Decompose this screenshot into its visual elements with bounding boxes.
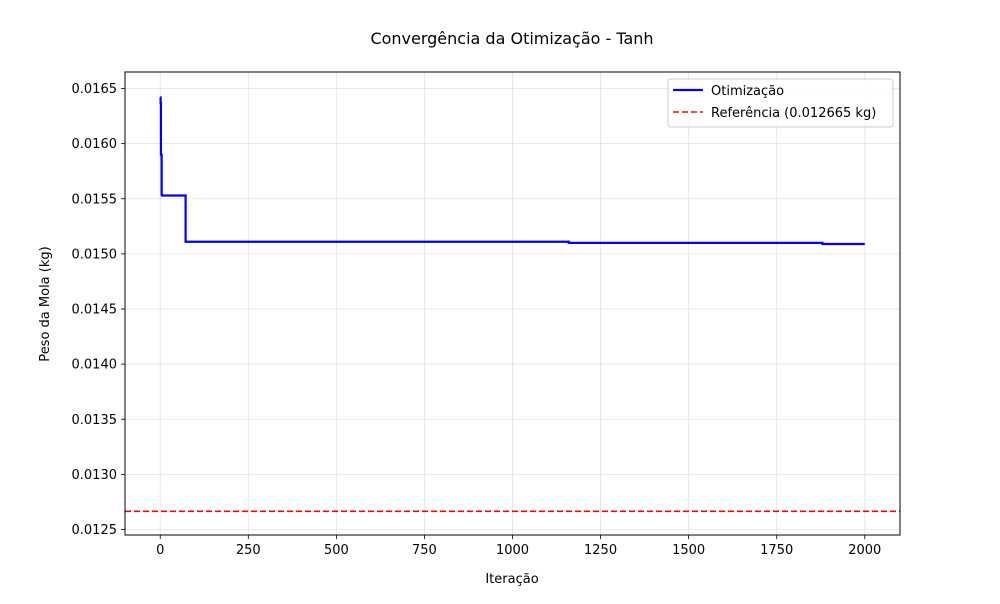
x-tick-label: 1750: [760, 543, 793, 558]
grid: [125, 72, 900, 535]
x-axis-label: Iteração: [485, 572, 538, 587]
x-tick-label: 1500: [672, 543, 705, 558]
x-tick-label: 500: [324, 543, 349, 558]
y-tick-label: 0.0135: [72, 413, 118, 428]
x-tick-label: 2000: [848, 543, 881, 558]
chart-title: Convergência da Otimização - Tanh: [370, 29, 653, 48]
y-tick-label: 0.0160: [72, 137, 118, 152]
y-tick-label: 0.0130: [72, 468, 118, 483]
legend: Otimização Referência (0.012665 kg): [667, 78, 894, 128]
x-tick-label: 0: [156, 543, 164, 558]
x-tick-label: 750: [412, 543, 437, 558]
y-tick-label: 0.0145: [72, 303, 118, 318]
series-line-otimizacao: [159, 96, 865, 246]
y-tick-label: 0.0165: [72, 82, 118, 97]
x-tick-label: 1000: [496, 543, 529, 558]
y-axis-label: Peso da Mola (kg): [38, 246, 53, 361]
x-tick-label: 1250: [584, 543, 617, 558]
x-tick-label: 250: [236, 543, 261, 558]
legend-entry-referencia: Referência (0.012665 kg): [711, 106, 876, 121]
plot-area: [125, 96, 900, 513]
y-tick-label: 0.0140: [72, 358, 118, 373]
y-tick-label: 0.0150: [72, 247, 118, 262]
y-tick-label: 0.0125: [72, 523, 118, 538]
legend-box: [667, 78, 894, 128]
y-axis: 0.0125 0.0130 0.0135 0.0140 0.0145 0.0150 0.01…: [72, 82, 125, 538]
legend-entry-otimizacao: Otimização: [711, 84, 784, 99]
y-tick-label: 0.0155: [72, 192, 118, 207]
x-axis: 0 250 500 750 1000 1250 1500 1750 2000: [156, 535, 881, 558]
